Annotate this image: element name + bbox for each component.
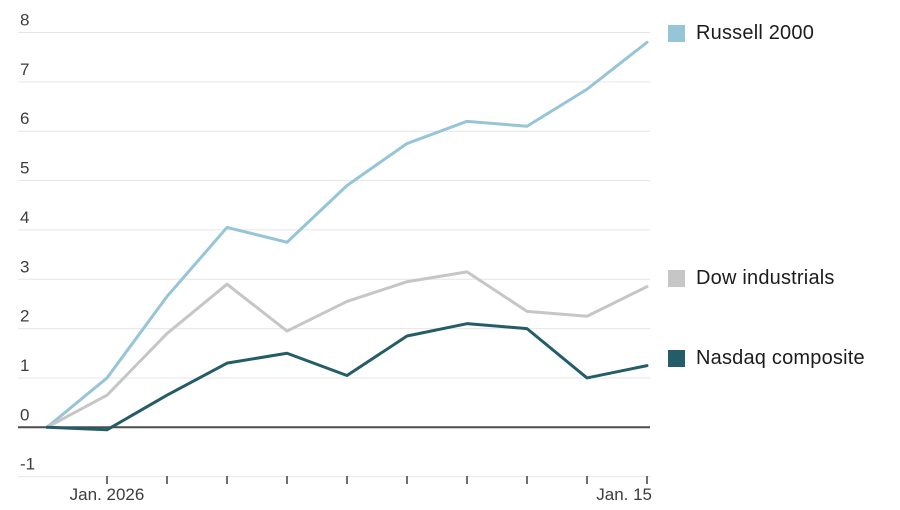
legend-label-russell-2000: Russell 2000 (696, 22, 815, 44)
legend-item-nasdaq-composite: Nasdaq composite (668, 347, 865, 370)
legend-item-dow-industrials: Dow industrials (668, 267, 835, 290)
series-line-russell-2000 (45, 40, 649, 429)
y-axis-labels: -1 0 1 2 3 4 5 6 7 8 (20, 11, 35, 474)
y-tick-label: -1 (20, 455, 35, 474)
x-tickmarks (106, 476, 648, 484)
legend-item-russell-2000: Russell 2000 (668, 22, 814, 45)
y-tick-label: 1 (20, 356, 29, 375)
series-line-dow-industrials (45, 270, 649, 429)
y-tick-label: 8 (20, 11, 29, 30)
x-axis-labels: Jan. 2026 Jan. 15 (70, 485, 652, 504)
legend-label-dow-industrials: Dow industrials (696, 267, 835, 289)
legend-swatch-russell-2000 (668, 25, 685, 42)
x-tick-label: Jan. 15 (596, 485, 652, 504)
y-tick-label: 6 (20, 109, 29, 128)
legend-label-nasdaq-composite: Nasdaq composite (696, 347, 865, 369)
legend-swatch-dow-industrials (668, 270, 685, 287)
y-tick-label: 0 (20, 405, 29, 424)
y-tick-label: 4 (20, 208, 29, 227)
x-tick-label: Jan. 2026 (70, 485, 145, 504)
y-tick-label: 3 (20, 257, 29, 276)
y-gridlines (18, 32, 650, 478)
y-tick-label: 5 (20, 159, 29, 178)
y-tick-label: 7 (20, 60, 29, 79)
y-tick-label: 2 (20, 307, 29, 326)
legend-swatch-nasdaq-composite (668, 350, 685, 367)
series-line-nasdaq-composite (45, 322, 649, 432)
